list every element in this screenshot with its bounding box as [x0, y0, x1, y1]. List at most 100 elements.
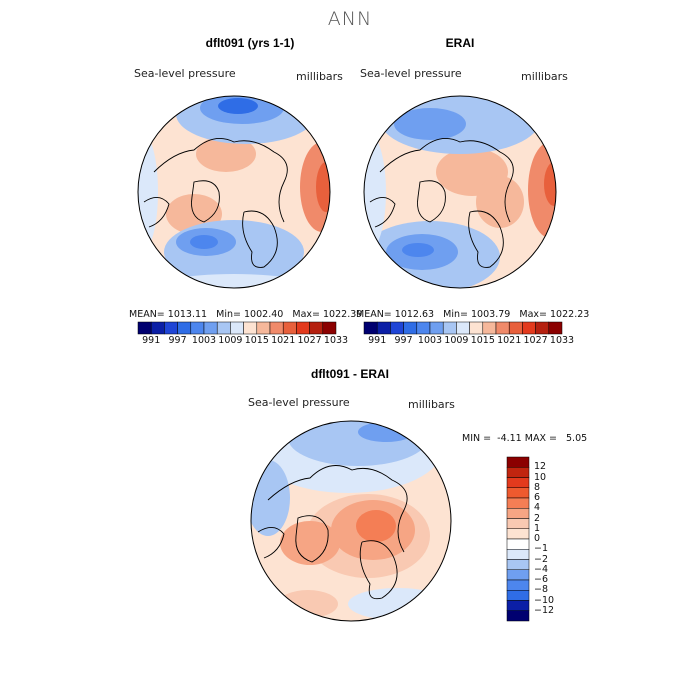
panel-2-map — [363, 95, 557, 289]
colorbar-2-swatch — [535, 321, 550, 335]
map-1-high-siberia — [196, 136, 256, 172]
panel-1-max-label: Max= — [292, 309, 320, 320]
colorbar-2-swatch — [508, 321, 523, 335]
colorbar-1-swatch — [150, 321, 165, 335]
panel-1-mean-value: 1013.11 — [167, 309, 208, 320]
colorbar-2-swatch — [363, 321, 378, 335]
colorbar-2-swatch — [416, 321, 431, 335]
colorbar-2-swatch — [442, 321, 457, 335]
colorbar-2-swatch — [456, 321, 470, 335]
colorbar-3-tick-label: 10 — [534, 471, 547, 483]
map-1-coastline-asia — [153, 137, 288, 223]
colorbar-3-swatch — [506, 528, 530, 540]
colorbar-1-swatch — [243, 321, 258, 335]
map-3-border — [250, 420, 452, 622]
map-2-west-band — [364, 132, 386, 252]
colorbar-3-tick-label: 6 — [534, 492, 541, 503]
colorbar-3-tick-label: −2 — [534, 553, 549, 565]
colorbar-1-swatch — [190, 321, 205, 335]
colorbar-3-swatch — [506, 477, 530, 488]
map-3-coastline-americas — [359, 540, 398, 600]
map-3-neg-west — [251, 460, 290, 536]
map-2-high-arctic — [476, 176, 524, 228]
colorbar-3-swatch — [506, 549, 530, 560]
map-1-low-icelandic-core — [190, 235, 218, 249]
colorbar-1-tick-label: 997 — [168, 335, 187, 346]
map-1-coastline-europe — [143, 197, 170, 228]
panel-3-title: dflt091 - ERAI — [310, 367, 389, 381]
panel-1-units: millibars — [296, 70, 343, 83]
colorbar-1-tick-label: 1009 — [218, 335, 243, 346]
colorbar-2-swatch — [548, 321, 563, 335]
map-2-border — [363, 95, 557, 289]
colorbar-1-tick-label: 1015 — [244, 335, 269, 346]
panel-3-units: millibars — [408, 398, 455, 411]
colorbar-3-swatch — [506, 559, 530, 570]
colorbar-1-swatch — [177, 321, 192, 335]
map-1-coastline-americas — [242, 210, 278, 268]
colorbar-3-tick-label: −4 — [534, 563, 549, 575]
colorbar-3-swatch — [506, 579, 530, 591]
colorbar-1-swatch — [269, 321, 284, 335]
panel-2-mean-value: 1012.63 — [394, 309, 435, 320]
map-3-pos-central-core — [356, 510, 396, 542]
panel-2-max-value: 1022.23 — [550, 309, 590, 320]
colorbar-3-tick-label: 1 — [534, 522, 541, 534]
colorbar-3-tick-label: −12 — [534, 604, 555, 616]
map-3-coastline-greenland — [295, 515, 329, 563]
panel-1-min-label: Min= — [216, 309, 241, 320]
colorbar-1-swatch — [230, 321, 244, 335]
panel-2-min-label: Min= — [443, 309, 468, 320]
colorbar-3-swatch — [506, 600, 530, 611]
colorbar-2-swatch — [469, 321, 484, 335]
panel-3-min-label: MIN = — [462, 433, 492, 444]
map-3-neg-north-core — [358, 422, 414, 442]
colorbar-2-tick-label: 1021 — [497, 335, 522, 346]
colorbar-1-swatch — [282, 321, 297, 335]
colorbar-1-tick-label: 1021 — [271, 335, 296, 346]
colorbar-2-tick-label: 1009 — [444, 335, 469, 346]
panel-2-stats: MEAN= 1012.63 Min= 1003.79 Max= 1022.23 — [356, 309, 589, 320]
colorbar-1-swatch — [309, 321, 324, 335]
colorbar-1-swatch — [203, 321, 218, 335]
map-1-low-aleutian-core — [218, 98, 258, 114]
colorbar-1-swatch — [137, 321, 152, 335]
colorbar-3-swatch — [506, 538, 530, 550]
map-1-border — [137, 95, 331, 289]
map-2-coastline-asia — [379, 137, 514, 223]
panel-3-colorbar-ticks: 12 10 8 6 4 2 1 0 −1 −2 −4 −6 −8 −10 −12 — [534, 457, 574, 621]
map-2-coastline-europe — [369, 197, 396, 228]
colorbar-2-tick-label: 991 — [368, 335, 387, 346]
colorbar-2-tick-label: 1003 — [417, 335, 443, 346]
colorbar-2-swatch — [495, 321, 510, 335]
colorbar-3-tick-label: −1 — [534, 543, 549, 555]
panel-1-map — [137, 95, 331, 289]
colorbar-3-tick-label: 12 — [534, 461, 547, 473]
colorbar-3-swatch — [506, 456, 530, 468]
map-1-south-band — [144, 274, 324, 288]
map-3-coastline-asia — [267, 465, 408, 553]
colorbar-3-tick-label: 8 — [534, 481, 541, 493]
colorbar-2-swatch — [390, 321, 404, 335]
map-2-coastline-greenland — [417, 180, 446, 223]
colorbar-2-tick-label: 1015 — [470, 335, 495, 346]
colorbar-1-swatch — [216, 321, 231, 335]
colorbar-3-swatch — [506, 508, 530, 519]
colorbar-2-swatch — [403, 321, 418, 335]
colorbar-2-swatch — [482, 321, 497, 335]
colorbar-1-tick-label: 1033 — [323, 335, 349, 346]
colorbar-3-swatch — [506, 590, 530, 601]
panel-2-variable: Sea-level pressure — [360, 67, 462, 80]
colorbar-1-swatch — [256, 321, 271, 335]
colorbar-3-tick-label: 0 — [534, 533, 541, 544]
panel-2-mean-label: MEAN= — [356, 309, 392, 320]
panel-3-min-value: -4.11 — [497, 433, 522, 444]
colorbar-2-tick-label: 1027 — [523, 335, 548, 346]
colorbar-1-tick-label: 991 — [142, 335, 161, 346]
map-2-high-pacific-core — [544, 162, 556, 206]
colorbar-2-swatch — [376, 321, 391, 335]
colorbar-3-swatch — [506, 518, 530, 529]
map-3-pos-greenland — [280, 521, 340, 565]
colorbar-3-swatch — [506, 569, 530, 581]
panel-3-colorbar — [506, 456, 530, 622]
